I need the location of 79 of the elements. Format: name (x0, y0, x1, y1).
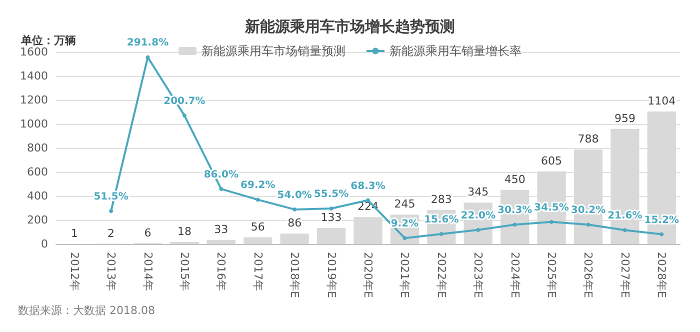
point (476, 228, 480, 232)
data-label: 30.3% (497, 205, 532, 216)
x-tick-label: 2021年E (398, 252, 412, 298)
data-label: 21.6% (608, 210, 642, 222)
point (256, 198, 260, 202)
bar (206, 240, 236, 244)
y-tick-label: 200 (27, 214, 48, 226)
bar (280, 234, 309, 244)
legend-label: 新能源乘用车市场销量预测 (202, 44, 346, 58)
x-tick-label: 2026年E (582, 252, 595, 298)
x-tick-label: 2024年E (508, 252, 522, 298)
data-label: 2 (108, 226, 115, 240)
data-label: 86 (288, 216, 302, 230)
point (586, 222, 590, 227)
source-note: 数据来源：大数据 2018.08 (18, 304, 155, 317)
x-tick-label: 2012年 (68, 252, 81, 291)
bar (316, 228, 346, 244)
data-label: 33 (214, 223, 228, 236)
x-tick-label: 2014年 (141, 252, 154, 291)
point (146, 55, 150, 60)
data-label: 450 (504, 173, 526, 186)
chart-title: 新能源乘用车市场增长趋势预测 (244, 18, 455, 36)
point (292, 207, 297, 212)
data-label: 788 (578, 132, 599, 146)
y-tick-label: 1600 (20, 46, 48, 58)
y-axis-title: 单位：万辆 (20, 34, 76, 47)
point (109, 209, 114, 214)
y-tick-label: 1400 (20, 70, 48, 82)
data-label: 69.2% (240, 180, 276, 192)
data-label: 345 (468, 186, 489, 199)
y-tick-label: 1200 (20, 94, 48, 106)
data-label: 56 (250, 220, 265, 234)
data-label: 15.2% (644, 214, 679, 226)
data-label: 959 (614, 112, 636, 125)
point (219, 186, 224, 191)
x-tick-label: 2013年 (104, 252, 118, 291)
y-tick-label: 1000 (20, 118, 48, 130)
y-tick-label: 400 (27, 190, 48, 202)
data-label: 68.3% (350, 180, 386, 192)
data-label: 54.0% (277, 190, 312, 201)
point (622, 228, 627, 232)
data-label: 18 (177, 224, 192, 238)
point (660, 232, 664, 236)
x-tick-label: 2019年E (324, 252, 338, 298)
data-label: 283 (430, 193, 452, 206)
x-tick-label: 2023年E (472, 252, 485, 298)
point (402, 236, 407, 240)
x-tick-label: 2022年E (434, 252, 448, 298)
x-tick-label: 2025年E (545, 252, 558, 298)
x-tick-label: 2027年E (618, 252, 632, 298)
bar (244, 237, 272, 244)
legend-label: 新能源乘用车销量增长率 (390, 44, 522, 58)
point (439, 232, 444, 236)
data-label: 9.2% (390, 218, 419, 230)
x-tick-label: 2028年E (655, 252, 668, 298)
data-label: 1104 (648, 94, 676, 108)
data-label: 34.5% (534, 202, 569, 214)
point (182, 114, 186, 118)
data-label: 30.2% (570, 205, 606, 216)
x-tick-label: 2018年E (288, 252, 302, 298)
data-label: 291.8% (126, 38, 169, 49)
data-label: 133 (320, 211, 342, 224)
data-label: 55.5% (314, 188, 349, 200)
x-tick-label: 2016年 (214, 252, 228, 291)
data-label: 22.0% (460, 210, 496, 222)
point (512, 222, 517, 227)
y-tick-label: 600 (27, 166, 48, 178)
x-tick-label: 2017年 (251, 252, 264, 291)
data-label: 1 (70, 226, 78, 240)
point (550, 220, 554, 224)
x-tick-label: 2015年 (178, 252, 191, 291)
data-label: 605 (541, 154, 562, 168)
y-tick-label: 800 (27, 142, 48, 154)
x-tick-label: 2020年E (362, 252, 374, 298)
data-label: 6 (144, 226, 152, 240)
data-label: 15.6% (424, 214, 459, 226)
data-label: 245 (394, 198, 416, 211)
y-tick-label: 0 (41, 238, 48, 250)
point (329, 206, 334, 210)
